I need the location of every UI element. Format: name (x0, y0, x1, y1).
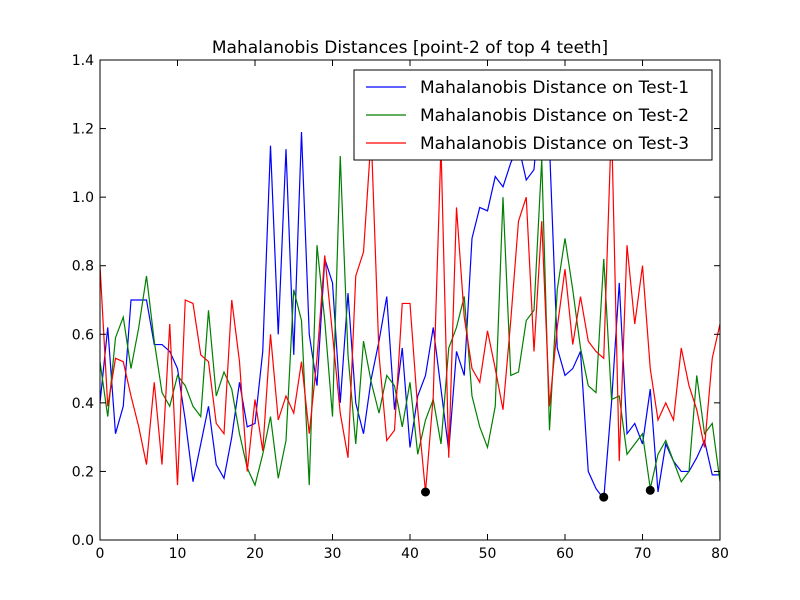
minimum-marker-2 (599, 492, 609, 502)
minimum-marker-3 (645, 485, 655, 495)
legend-label-test-3: Mahalanobis Distance on Test-3 (420, 134, 689, 154)
x-tick-label: 80 (711, 546, 729, 562)
x-tick-label: 10 (169, 546, 187, 562)
x-tick-label: 70 (634, 546, 652, 562)
legend: Mahalanobis Distance on Test-1 Mahalanobi… (353, 69, 713, 161)
y-tick-label: 0.4 (72, 396, 94, 412)
y-tick-label: 1.2 (72, 122, 94, 138)
x-tick-label: 40 (401, 546, 419, 562)
x-tick-label: 50 (479, 546, 497, 562)
y-tick-label: 1.0 (72, 190, 94, 206)
y-tick-label: 0.6 (72, 327, 94, 343)
chart-title: Mahalanobis Distances [point-2 of top 4 … (212, 38, 608, 58)
axes: 0 10 20 30 40 50 60 70 80 0.0 0.2 0.4 0.6 0.8 1.0 1.2 1.… (72, 53, 729, 562)
legend-label-test-1: Mahalanobis Distance on Test-1 (420, 78, 689, 98)
x-tick-label: 20 (246, 546, 264, 562)
y-tick-label: 0.0 (72, 533, 94, 549)
minimum-marker-1 (421, 487, 430, 497)
y-tick-label: 0.8 (72, 259, 94, 275)
y-tick-label: 1.4 (72, 53, 94, 69)
y-tick-label: 0.2 (72, 464, 94, 480)
legend-box (353, 69, 713, 161)
series-line-test-3 (100, 121, 720, 493)
legend-label-test-2: Mahalanobis Distance on Test-2 (420, 106, 689, 126)
series-line-test-2 (100, 155, 720, 489)
x-tick-label: 60 (556, 546, 574, 562)
x-tick-label: 30 (324, 546, 342, 562)
x-tick-label: 0 (96, 546, 105, 562)
plot-area (100, 77, 720, 502)
